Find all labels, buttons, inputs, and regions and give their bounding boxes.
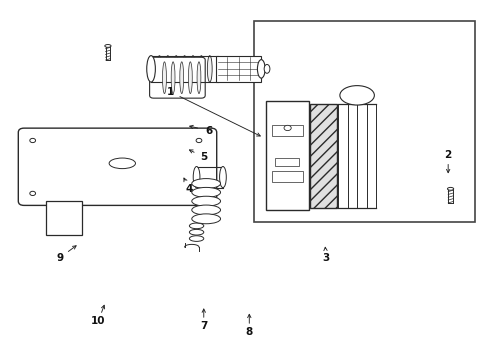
- Text: 1: 1: [166, 87, 174, 97]
- Ellipse shape: [207, 56, 212, 82]
- Ellipse shape: [171, 62, 175, 94]
- Ellipse shape: [191, 214, 220, 224]
- Text: 10: 10: [91, 316, 105, 326]
- Ellipse shape: [173, 56, 178, 82]
- Bar: [265, 101, 308, 210]
- Ellipse shape: [189, 236, 203, 242]
- Ellipse shape: [146, 56, 155, 82]
- Bar: [271, 171, 303, 182]
- Text: 2: 2: [444, 150, 451, 160]
- Text: 5: 5: [200, 152, 207, 162]
- Ellipse shape: [264, 64, 269, 73]
- Text: 8: 8: [245, 327, 252, 337]
- Bar: [309, 104, 336, 208]
- Bar: [271, 125, 303, 136]
- Ellipse shape: [165, 56, 170, 82]
- FancyBboxPatch shape: [18, 128, 216, 206]
- Text: 3: 3: [322, 253, 329, 262]
- Ellipse shape: [191, 188, 220, 197]
- Text: 9: 9: [56, 253, 63, 262]
- Ellipse shape: [284, 125, 291, 131]
- Bar: [254, 21, 473, 222]
- Ellipse shape: [191, 205, 220, 215]
- Ellipse shape: [182, 56, 186, 82]
- Ellipse shape: [180, 62, 183, 94]
- Ellipse shape: [219, 167, 226, 188]
- Ellipse shape: [191, 179, 220, 189]
- Text: 6: 6: [204, 126, 212, 136]
- Ellipse shape: [189, 229, 203, 235]
- Ellipse shape: [191, 196, 220, 206]
- Ellipse shape: [30, 138, 36, 143]
- Ellipse shape: [193, 167, 200, 188]
- Ellipse shape: [104, 45, 111, 48]
- Ellipse shape: [188, 62, 192, 94]
- Ellipse shape: [196, 138, 202, 143]
- Ellipse shape: [197, 62, 201, 94]
- Ellipse shape: [447, 188, 453, 190]
- Text: 4: 4: [185, 184, 193, 194]
- Ellipse shape: [189, 223, 203, 229]
- Ellipse shape: [199, 56, 203, 82]
- Ellipse shape: [257, 60, 264, 78]
- Ellipse shape: [157, 56, 162, 82]
- Bar: [274, 158, 298, 166]
- FancyBboxPatch shape: [149, 57, 205, 98]
- Ellipse shape: [30, 191, 36, 195]
- Bar: [215, 56, 261, 82]
- Ellipse shape: [196, 191, 202, 195]
- Text: 7: 7: [200, 321, 207, 332]
- Ellipse shape: [162, 62, 166, 94]
- Ellipse shape: [339, 86, 374, 105]
- Ellipse shape: [109, 158, 135, 168]
- Ellipse shape: [190, 56, 195, 82]
- Bar: [45, 201, 81, 235]
